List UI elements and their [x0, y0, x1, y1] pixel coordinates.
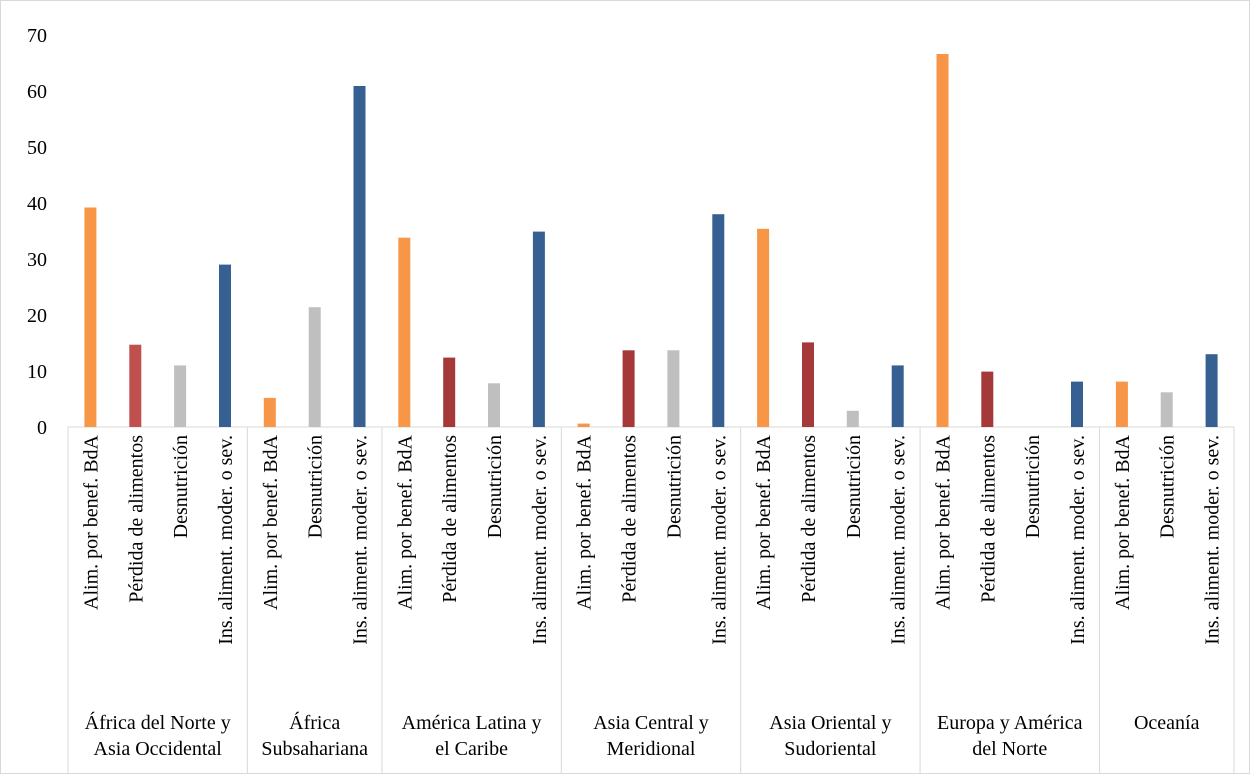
group-label: Asia Central y	[593, 712, 709, 734]
category-label: Ins. aliment. moder. o sev.	[350, 435, 372, 645]
y-tick-label: 20	[27, 305, 47, 327]
category-label: Desnutrición	[484, 435, 506, 538]
category-label: Pérdida de alimentos	[125, 435, 147, 603]
category-label: Alim. por benef. BdA	[574, 434, 596, 610]
bar	[757, 229, 769, 427]
bar	[443, 358, 455, 427]
bar	[1116, 382, 1128, 427]
bar	[981, 372, 993, 427]
category-label: Ins. aliment. moder. o sev.	[1202, 435, 1224, 645]
bar	[937, 54, 949, 427]
category-label: Pérdida de alimentos	[798, 435, 820, 603]
group-label: África del Norte y	[85, 711, 231, 734]
bar	[174, 365, 186, 427]
category-label: Ins. aliment. moder. o sev.	[888, 435, 910, 645]
group-label: del Norte	[972, 738, 1047, 760]
category-label: Alim. por benef. BdA	[753, 434, 775, 610]
bar	[578, 424, 590, 427]
group-label: Subsahariana	[261, 738, 368, 760]
group-label: Asia Occidental	[94, 738, 223, 760]
bar	[1161, 392, 1173, 427]
y-tick-label: 30	[27, 249, 47, 271]
category-label: Pérdida de alimentos	[619, 435, 641, 603]
bar	[1071, 382, 1083, 427]
category-label: Desnutrición	[170, 435, 192, 538]
category-label: Alim. por benef. BdA	[933, 434, 955, 610]
bar	[354, 86, 366, 427]
bar	[712, 214, 724, 427]
category-label: Pérdida de alimentos	[977, 435, 999, 603]
bar	[398, 238, 410, 427]
bar	[533, 232, 545, 427]
group-label: Europa y América	[937, 712, 1083, 734]
group-label: Meridional	[607, 738, 696, 760]
group-label: el Caribe	[435, 738, 508, 760]
group-label: Asia Oriental y	[769, 712, 891, 734]
category-label: Desnutrición	[305, 435, 327, 538]
bar	[488, 383, 500, 427]
category-label: Desnutrición	[1022, 435, 1044, 538]
group-label: América Latina y	[402, 712, 542, 734]
category-label: Ins. aliment. moder. o sev.	[215, 435, 237, 645]
bar	[84, 208, 96, 428]
bar	[309, 307, 321, 427]
y-tick-label: 40	[27, 193, 47, 215]
group-label: África	[289, 711, 340, 734]
bar	[129, 345, 141, 427]
bar	[623, 350, 635, 427]
y-tick-label: 10	[27, 361, 47, 383]
bar	[264, 398, 276, 427]
category-label: Desnutrición	[1157, 435, 1179, 538]
bar	[667, 350, 679, 427]
y-tick-label: 0	[37, 417, 47, 439]
bar	[892, 365, 904, 427]
category-label: Desnutrición	[663, 435, 685, 538]
category-label: Desnutrición	[843, 435, 865, 538]
y-tick-label: 70	[27, 25, 47, 47]
y-tick-label: 60	[27, 81, 47, 103]
bar	[802, 342, 814, 427]
bar	[219, 265, 231, 427]
category-label: Alim. por benef. BdA	[1112, 434, 1134, 610]
category-label: Pérdida de alimentos	[439, 435, 461, 603]
category-label: Ins. aliment. moder. o sev.	[1067, 435, 1089, 645]
group-label: Oceanía	[1134, 712, 1200, 734]
y-tick-label: 50	[27, 137, 47, 159]
category-label: Ins. aliment. moder. o sev.	[708, 435, 730, 645]
category-label: Alim. por benef. BdA	[394, 434, 416, 610]
category-label: Ins. aliment. moder. o sev.	[529, 435, 551, 645]
category-label: Alim. por benef. BdA	[260, 434, 282, 610]
category-label: Alim. por benef. BdA	[80, 434, 102, 610]
group-label: Sudoriental	[784, 738, 877, 760]
bar	[1206, 354, 1218, 427]
bar	[847, 411, 859, 427]
